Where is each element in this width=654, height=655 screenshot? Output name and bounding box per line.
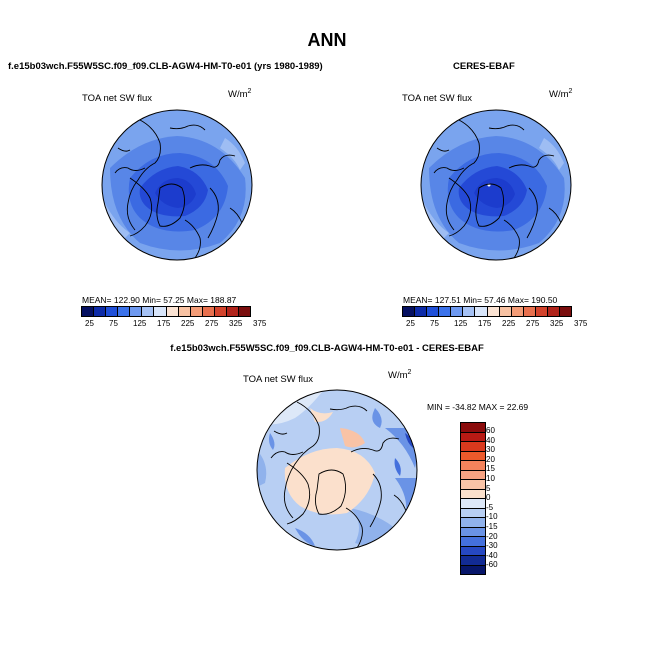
colorbar-swatch <box>403 307 416 316</box>
colorbar-swatch <box>451 307 464 316</box>
colorbar-tick-label: 30 <box>486 445 495 455</box>
colorbar-tick-label: 10 <box>486 473 495 483</box>
colorbar-swatch <box>461 499 485 509</box>
colorbar-tick-label: 225 <box>502 319 516 328</box>
colorbar-swatch <box>535 307 548 316</box>
colorbar-swatch <box>547 307 561 316</box>
colorbar-tick-label: -15 <box>486 521 498 531</box>
colorbar-swatch <box>461 461 485 471</box>
colorbar-swatch <box>461 537 485 547</box>
colorbar-tick-label: 325 <box>229 319 243 328</box>
colorbar-tick-label: 375 <box>253 319 267 328</box>
colorbar-swatch <box>461 508 485 518</box>
panel-1-title: f.e15b03wch.F55W5SC.f09_f09.CLB-AGW4-HM-… <box>8 61 323 72</box>
colorbar-swatch <box>461 432 485 442</box>
colorbar-swatch <box>461 527 485 537</box>
colorbar-tick-label: 0 <box>486 493 491 503</box>
colorbar-tick-label: -20 <box>486 531 498 541</box>
colorbar-swatch <box>118 307 131 316</box>
colorbar-swatch <box>475 307 488 316</box>
colorbar-tick-label: -40 <box>486 550 498 560</box>
colorbar-swatch <box>214 307 227 316</box>
colorbar-tick-label: 125 <box>454 319 468 328</box>
colorbar-tick-label: 275 <box>205 319 219 328</box>
colorbar-swatch <box>178 307 191 316</box>
colorbar-swatch <box>439 307 452 316</box>
panel-1-colorbar <box>81 306 251 317</box>
colorbar-tick-label: 275 <box>526 319 540 328</box>
colorbar-swatch <box>461 451 485 461</box>
colorbar-swatch <box>166 307 179 316</box>
colorbar-swatch <box>511 307 524 316</box>
colorbar-swatch <box>461 546 485 556</box>
colorbar-swatch <box>461 480 485 490</box>
panel-1-polar-map <box>101 109 253 261</box>
colorbar-tick-label: 175 <box>157 319 171 328</box>
colorbar-swatch <box>461 565 485 574</box>
panel-3-units: W/m2 <box>388 369 412 382</box>
colorbar-tick-label: -10 <box>486 512 498 522</box>
colorbar-swatch <box>461 423 485 433</box>
colorbar-swatch <box>226 307 240 316</box>
colorbar-swatch <box>461 556 485 566</box>
panel-3-variable-label: TOA net SW flux <box>243 374 314 385</box>
panel-3-colorbar <box>460 422 486 575</box>
colorbar-swatch <box>461 518 485 528</box>
colorbar-tick-label: 175 <box>478 319 492 328</box>
colorbar-tick-label: 20 <box>486 454 495 464</box>
colorbar-swatch <box>461 470 485 480</box>
colorbar-swatch <box>415 307 428 316</box>
page-title: ANN <box>307 30 347 50</box>
colorbar-tick-label: 225 <box>181 319 195 328</box>
panel-1-stats: MEAN= 122.90 Min= 57.25 Max= 188.87 <box>82 295 237 305</box>
panel-3-title: f.e15b03wch.F55W5SC.f09_f09.CLB-AGW4-HM-… <box>170 343 484 354</box>
colorbar-swatch <box>94 307 107 316</box>
colorbar-tick-label: 40 <box>486 435 495 445</box>
colorbar-tick-label: 375 <box>574 319 588 328</box>
colorbar-tick-label: 75 <box>109 319 118 328</box>
colorbar-swatch <box>461 489 485 499</box>
colorbar-swatch <box>463 307 476 316</box>
colorbar-swatch <box>82 307 95 316</box>
panel-3-stats: MIN = -34.82 MAX = 22.69 <box>427 402 529 412</box>
panel-1-units: W/m2 <box>228 88 252 101</box>
colorbar-swatch <box>487 307 500 316</box>
colorbar-swatch <box>130 307 143 316</box>
colorbar-swatch <box>461 442 485 452</box>
colorbar-tick-label: 60 <box>486 426 495 435</box>
colorbar-tick-label: -60 <box>486 560 498 570</box>
colorbar-swatch <box>202 307 215 316</box>
panel-2-title: CERES-EBAF <box>453 61 515 72</box>
panel-2-stats: MEAN= 127.51 Min= 57.46 Max= 190.50 <box>403 295 558 305</box>
colorbar-swatch <box>142 307 155 316</box>
colorbar-tick-label: 25 <box>85 319 94 328</box>
colorbar-swatch <box>427 307 440 316</box>
colorbar-tick-label: 75 <box>430 319 439 328</box>
colorbar-swatch <box>239 307 251 316</box>
colorbar-tick-label: -30 <box>486 541 498 551</box>
colorbar-swatch <box>523 307 536 316</box>
colorbar-swatch <box>106 307 119 316</box>
panel-2-colorbar <box>402 306 572 317</box>
colorbar-tick-label: -5 <box>486 502 494 512</box>
colorbar-tick-label: 325 <box>550 319 564 328</box>
colorbar-tick-label: 125 <box>133 319 147 328</box>
panel-2-polar-map <box>420 109 572 261</box>
colorbar-swatch <box>154 307 167 316</box>
panel-3-colorbar-ticks: 60 40 30 20 15 10 5 0 -5 -10 -15 -20 -30 -40 -60 <box>486 426 498 570</box>
panel-2-units: W/m2 <box>549 88 573 101</box>
colorbar-swatch <box>560 307 572 316</box>
colorbar-tick-label: 15 <box>486 464 495 474</box>
colorbar-swatch <box>499 307 512 316</box>
colorbar-swatch <box>190 307 203 316</box>
panel-2-variable-label: TOA net SW flux <box>402 93 473 104</box>
panel-3-polar-map <box>256 389 418 551</box>
colorbar-tick-label: 5 <box>486 483 491 493</box>
panel-1-variable-label: TOA net SW flux <box>82 93 153 104</box>
colorbar-tick-label: 25 <box>406 319 415 328</box>
